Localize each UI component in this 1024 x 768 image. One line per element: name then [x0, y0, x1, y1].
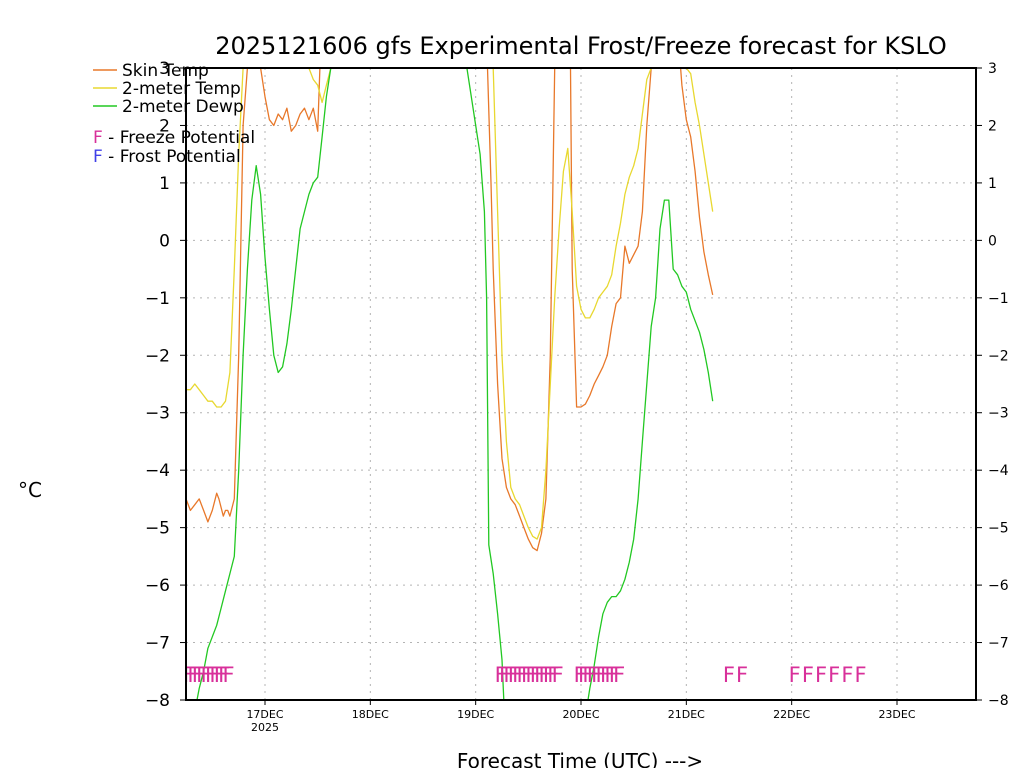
y-tick-label-left: −6 — [145, 576, 170, 596]
freeze-marker: F — [499, 663, 511, 687]
freeze-marker: F — [543, 663, 555, 687]
y-tick-label-right: 2 — [988, 118, 997, 134]
freeze-marker: F — [525, 663, 537, 687]
y-tick-label-left: −1 — [145, 289, 170, 309]
y-tick-label-right: −4 — [988, 463, 1009, 479]
freeze-marker: F — [517, 663, 529, 687]
y-axis-left: 3 2 1 0 −1 −2 −3 −4 −5 −6 −7 −8 — [145, 59, 186, 711]
legend-entry-label: 2-meter Temp — [122, 79, 241, 99]
series-lines — [186, 68, 714, 700]
freeze-marker: F — [530, 663, 542, 687]
x-tick-label: 22DEC — [773, 708, 810, 721]
freeze-marker: F — [604, 663, 616, 687]
legend-marker-text: - Freeze Potential — [103, 128, 255, 148]
y-tick-label-right: −8 — [988, 693, 1009, 709]
freeze-marker: F — [512, 663, 524, 687]
freeze-marker: F — [205, 663, 217, 687]
legend-marker-symbol: F — [93, 128, 103, 148]
series-line-skin-temp — [186, 68, 714, 552]
freeze-marker: F — [503, 663, 515, 687]
freeze-marker: F — [214, 663, 226, 687]
y-tick-label-right: 1 — [988, 176, 997, 192]
freeze-marker: F — [587, 663, 599, 687]
legend-marker-label: F - Frost Potential — [93, 147, 241, 167]
y-tick-label-right: −2 — [988, 348, 1009, 364]
freeze-marker: F — [582, 663, 594, 687]
x-tick-label: 23DEC — [878, 708, 915, 721]
freeze-marker: F — [596, 663, 608, 687]
freeze-marker: F — [534, 663, 546, 687]
legend-marker-label: F - Freeze Potential — [93, 128, 255, 148]
x-tick-label: 21DEC — [668, 708, 705, 721]
x-tick-sublabel: 2025 — [251, 721, 279, 734]
series-line-2-meter-dewp — [196, 68, 714, 700]
y-tick-label-left: 3 — [159, 59, 170, 79]
legend-marker-symbol: F — [93, 147, 103, 167]
freeze-marker: F — [789, 663, 801, 687]
freeze-marker: F — [613, 663, 625, 687]
freeze-marker: F — [600, 663, 612, 687]
freeze-marker: F — [828, 663, 840, 687]
freeze-marker: F — [841, 663, 853, 687]
freeze-marker: F — [495, 663, 507, 687]
freeze-marker: F — [187, 663, 199, 687]
freeze-marker: F — [223, 663, 235, 687]
freeze-marker: F — [855, 663, 867, 687]
legend-marker-text: - Frost Potential — [103, 147, 241, 167]
freeze-marker: F — [508, 663, 520, 687]
freeze-marker: F — [591, 663, 603, 687]
x-tick-label: 19DEC — [457, 708, 494, 721]
y-tick-label-left: 0 — [159, 231, 170, 251]
freeze-marker: F — [802, 663, 814, 687]
gridlines — [186, 67, 976, 701]
freeze-marker: F — [196, 663, 208, 687]
y-tick-label-left: −4 — [145, 461, 170, 481]
freeze-marker: F — [574, 663, 586, 687]
freeze-marker: F — [815, 663, 827, 687]
freeze-marker: F — [521, 663, 533, 687]
y-tick-label-left: −2 — [145, 346, 170, 366]
freeze-marker: F — [547, 663, 559, 687]
x-axis-label: Forecast Time (UTC) ---> — [457, 749, 703, 768]
y-tick-label-right: 3 — [988, 61, 997, 77]
series-line-2-meter-temp — [186, 68, 714, 540]
y-axis-right: 3 2 1 0 −1 −2 −3 −4 −5 −6 −7 −8 — [976, 61, 1009, 709]
y-tick-label-left: −3 — [145, 404, 170, 424]
y-tick-label-right: −6 — [988, 578, 1009, 594]
freeze-marker: F — [609, 663, 621, 687]
y-tick-label-left: −5 — [145, 519, 170, 539]
freeze-marker: F — [552, 663, 564, 687]
freeze-marker: F — [723, 663, 735, 687]
y-axis-label: °C — [18, 478, 42, 502]
x-tick-label: 18DEC — [352, 708, 389, 721]
freeze-marker: F — [218, 663, 230, 687]
freeze-marker: F — [578, 663, 590, 687]
y-tick-label-right: −3 — [988, 406, 1009, 422]
legend-entry-label: Skin Temp — [122, 61, 209, 81]
chart-title: 2025121606 gfs Experimental Frost/Freeze… — [215, 32, 947, 60]
freeze-marker: F — [736, 663, 748, 687]
freeze-marker: F — [209, 663, 221, 687]
y-tick-label-left: −7 — [145, 634, 170, 654]
y-tick-label-right: −5 — [988, 521, 1009, 537]
legend-entry-label: 2-meter Dewp — [122, 97, 244, 117]
freeze-marker: F — [201, 663, 213, 687]
y-tick-label-left: 2 — [159, 116, 170, 136]
y-tick-label-left: 1 — [159, 174, 170, 194]
y-tick-label-right: 0 — [988, 233, 997, 249]
freeze-marker: F — [539, 663, 551, 687]
y-tick-label-right: −7 — [988, 636, 1009, 652]
x-tick-label: 17DEC — [246, 708, 283, 721]
y-tick-label-right: −1 — [988, 291, 1009, 307]
freeze-marker: F — [192, 663, 204, 687]
x-tick-label: 20DEC — [562, 708, 599, 721]
y-tick-label-left: −8 — [145, 691, 170, 711]
